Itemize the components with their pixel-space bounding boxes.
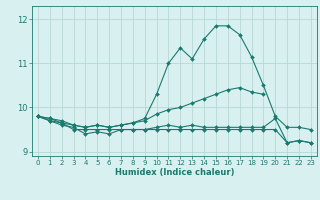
X-axis label: Humidex (Indice chaleur): Humidex (Indice chaleur) [115,168,234,177]
